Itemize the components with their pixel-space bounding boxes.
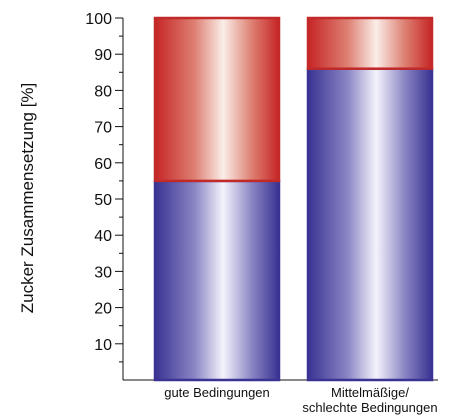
y-tick-label: 40 xyxy=(94,228,112,245)
y-tick-label: 30 xyxy=(94,264,112,281)
x-category-label: Mittelmäßige/ xyxy=(331,385,409,400)
y-tick-label: 20 xyxy=(94,301,112,318)
y-tick-label: 50 xyxy=(94,192,112,209)
y-tick-label: 80 xyxy=(94,83,112,100)
x-axis-labels: gute Bedingungen Mittelmäßige/schlechte B… xyxy=(164,385,437,415)
y-tick-label: 10 xyxy=(94,337,112,354)
bar-segment-blue xyxy=(153,179,281,382)
y-axis-label: Zucker Zusammensetzung [%] xyxy=(18,83,37,314)
x-category-label: gute Bedingungen xyxy=(164,385,270,400)
bar-segment-red xyxy=(306,16,434,70)
y-tick-label: 60 xyxy=(94,156,112,173)
bar-segment-blue xyxy=(306,67,434,382)
bar-segment-red xyxy=(153,16,281,183)
x-category-label: schlechte Bedingungen xyxy=(302,400,437,415)
y-tick-label: 100 xyxy=(85,11,112,28)
y-tick-label: 70 xyxy=(94,120,112,137)
y-tick-label: 90 xyxy=(94,47,112,64)
bars xyxy=(153,16,434,382)
